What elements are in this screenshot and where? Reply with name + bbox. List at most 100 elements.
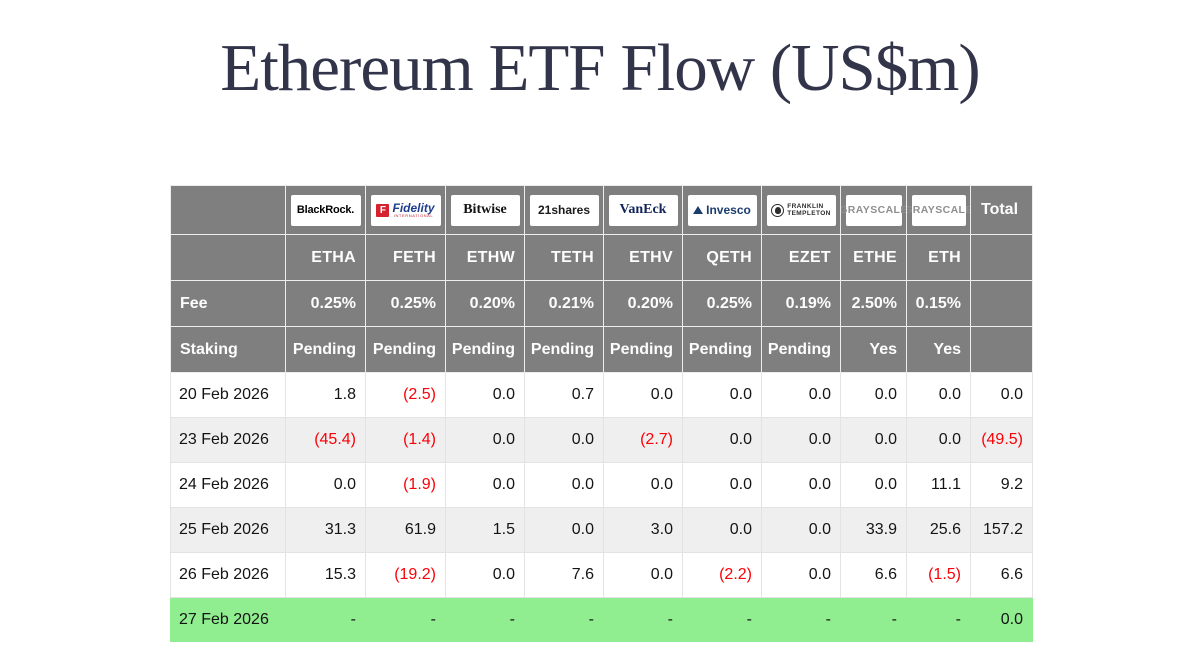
franklin-line2: TEMPLETON bbox=[787, 210, 831, 217]
provider-cell-invesco: Invesco bbox=[682, 185, 762, 235]
staking-row-label: Staking bbox=[170, 326, 286, 373]
flow-cell: 0.0 bbox=[682, 372, 762, 418]
fee-total-blank bbox=[970, 280, 1033, 327]
flow-cell: (2.2) bbox=[682, 552, 762, 598]
ticker-ethe: ETHE bbox=[840, 234, 907, 281]
grayscale-logo: GRAYSCALE bbox=[842, 194, 906, 226]
flow-cell: 7.6 bbox=[524, 552, 604, 598]
fee-value: 0.25% bbox=[682, 280, 762, 327]
date-cell: 26 Feb 2026 bbox=[170, 552, 286, 598]
table-row: 20 Feb 2026 1.8 (2.5) 0.0 0.7 0.0 0.0 0.… bbox=[170, 372, 1033, 418]
ticker-eth: ETH bbox=[906, 234, 971, 281]
fee-value: 0.21% bbox=[524, 280, 604, 327]
provider-cell-21shares: 21shares bbox=[524, 185, 604, 235]
table-row: 23 Feb 2026 (45.4) (1.4) 0.0 0.0 (2.7) 0… bbox=[170, 417, 1033, 463]
fidelity-logo: F Fidelity INTERNATIONAL bbox=[370, 194, 441, 226]
provider-cell-bitwise: Bitwise bbox=[445, 185, 525, 235]
flow-cell: 0.0 bbox=[840, 417, 907, 463]
total-column-header: Total bbox=[970, 185, 1033, 235]
staking-value: Yes bbox=[840, 326, 907, 373]
flow-cell: 0.0 bbox=[445, 462, 525, 508]
etf-flow-table-container: BlackRock. F Fidelity INTERNATIONAL Bitw… bbox=[170, 185, 1033, 642]
fee-value: 0.19% bbox=[761, 280, 841, 327]
fidelity-wordmark: Fidelity bbox=[392, 201, 435, 215]
provider-cell-blackrock: BlackRock. bbox=[285, 185, 366, 235]
flow-cell: 0.0 bbox=[524, 417, 604, 463]
table-row: 25 Feb 2026 31.3 61.9 1.5 0.0 3.0 0.0 0.… bbox=[170, 507, 1033, 553]
flow-cell: - bbox=[761, 597, 841, 642]
flow-cell: 0.0 bbox=[445, 417, 525, 463]
flow-cell: (1.5) bbox=[906, 552, 971, 598]
flow-cell: 0.0 bbox=[682, 507, 762, 553]
flow-cell: 0.0 bbox=[603, 552, 683, 598]
fee-row-label: Fee bbox=[170, 280, 286, 327]
fee-value: 0.20% bbox=[603, 280, 683, 327]
fee-value: 0.20% bbox=[445, 280, 525, 327]
flow-cell: 1.5 bbox=[445, 507, 525, 553]
fee-value: 2.50% bbox=[840, 280, 907, 327]
fee-value: 0.25% bbox=[365, 280, 446, 327]
total-cell: 9.2 bbox=[970, 462, 1033, 508]
bitwise-logo: Bitwise bbox=[450, 194, 520, 226]
fidelity-f-icon: F bbox=[376, 203, 390, 217]
flow-cell: - bbox=[603, 597, 683, 642]
flow-cell: (19.2) bbox=[365, 552, 446, 598]
flow-cell: 0.0 bbox=[524, 507, 604, 553]
flow-cell: (2.5) bbox=[365, 372, 446, 418]
ticker-etha: ETHA bbox=[285, 234, 366, 281]
flow-cell: 25.6 bbox=[906, 507, 971, 553]
flow-cell: 0.0 bbox=[445, 372, 525, 418]
vaneck-logo: VanEck bbox=[608, 194, 678, 226]
franklin-head-icon bbox=[771, 203, 785, 217]
flow-cell: 0.0 bbox=[682, 462, 762, 508]
flow-cell: 0.0 bbox=[285, 462, 366, 508]
staking-value: Pending bbox=[682, 326, 762, 373]
fee-value: 0.15% bbox=[906, 280, 971, 327]
etf-flow-table: BlackRock. F Fidelity INTERNATIONAL Bitw… bbox=[170, 185, 1033, 642]
flow-cell: - bbox=[524, 597, 604, 642]
flow-cell: - bbox=[445, 597, 525, 642]
flow-cell: 0.0 bbox=[603, 462, 683, 508]
corner-cell bbox=[170, 185, 286, 235]
flow-cell: 3.0 bbox=[603, 507, 683, 553]
franklin-line1: FRANKLIN bbox=[787, 202, 824, 210]
total-cell: 0.0 bbox=[970, 597, 1033, 642]
flow-cell: 0.7 bbox=[524, 372, 604, 418]
invesco-triangle-icon bbox=[693, 206, 704, 214]
invesco-wordmark: Invesco bbox=[706, 203, 751, 217]
staking-total-blank bbox=[970, 326, 1033, 373]
staking-value: Pending bbox=[761, 326, 841, 373]
flow-cell: 6.6 bbox=[840, 552, 907, 598]
flow-cell: (1.4) bbox=[365, 417, 446, 463]
flow-cell: 61.9 bbox=[365, 507, 446, 553]
total-cell: 0.0 bbox=[970, 372, 1033, 418]
flow-cell: 33.9 bbox=[840, 507, 907, 553]
provider-cell-franklin: FRANKLIN TEMPLETON bbox=[761, 185, 841, 235]
flow-cell: - bbox=[840, 597, 907, 642]
staking-value: Pending bbox=[524, 326, 604, 373]
provider-cell-fidelity: F Fidelity INTERNATIONAL bbox=[365, 185, 446, 235]
flow-cell: - bbox=[906, 597, 971, 642]
flow-cell: 15.3 bbox=[285, 552, 366, 598]
flow-cell: - bbox=[682, 597, 762, 642]
total-cell: (49.5) bbox=[970, 417, 1033, 463]
ticker-ezet: EZET bbox=[761, 234, 841, 281]
staking-value: Pending bbox=[603, 326, 683, 373]
flow-cell: 0.0 bbox=[761, 417, 841, 463]
ticker-ethv: ETHV bbox=[603, 234, 683, 281]
flow-cell: 0.0 bbox=[906, 372, 971, 418]
date-cell: 24 Feb 2026 bbox=[170, 462, 286, 508]
fidelity-subtext: INTERNATIONAL bbox=[393, 213, 434, 218]
flow-cell: - bbox=[365, 597, 446, 642]
table-row: 26 Feb 2026 15.3 (19.2) 0.0 7.6 0.0 (2.2… bbox=[170, 552, 1033, 598]
staking-value: Pending bbox=[285, 326, 366, 373]
flow-cell: - bbox=[285, 597, 366, 642]
staking-value: Pending bbox=[445, 326, 525, 373]
fee-row: Fee 0.25% 0.25% 0.20% 0.21% 0.20% 0.25% … bbox=[170, 280, 1033, 327]
fee-value: 0.25% bbox=[285, 280, 366, 327]
flow-cell: 0.0 bbox=[906, 417, 971, 463]
flow-cell: 0.0 bbox=[840, 372, 907, 418]
staking-value: Yes bbox=[906, 326, 971, 373]
flow-cell: 31.3 bbox=[285, 507, 366, 553]
